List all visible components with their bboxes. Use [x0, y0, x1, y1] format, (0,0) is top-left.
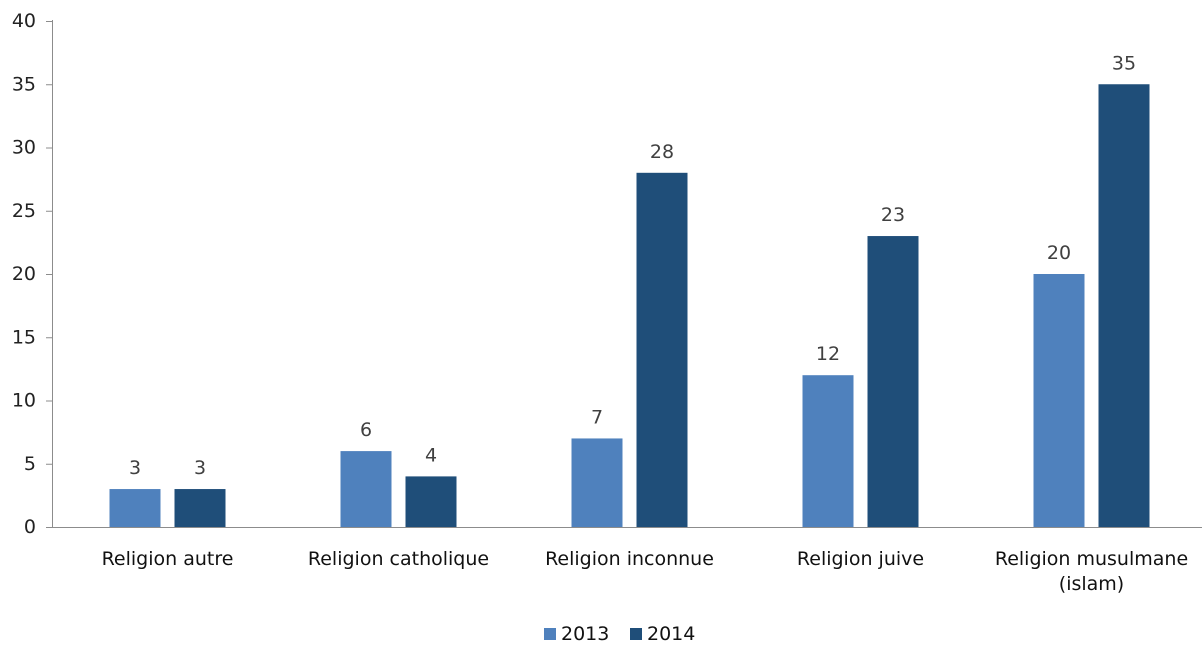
y-tick-label: 30 — [12, 137, 36, 159]
y-tick-label: 40 — [12, 10, 36, 32]
y-axis: 0 5 10 15 20 25 30 35 40 — [12, 10, 53, 538]
bar-2014-2 — [636, 172, 688, 528]
data-label: 28 — [650, 141, 674, 163]
legend-item-2014: 2014 — [630, 623, 695, 645]
data-label: 20 — [1047, 242, 1071, 264]
bar-2013-1 — [340, 451, 392, 527]
data-label: 3 — [129, 457, 141, 479]
legend-label: 2014 — [647, 623, 695, 645]
data-label: 23 — [881, 204, 905, 226]
bar-2014-3 — [867, 236, 919, 528]
legend-label: 2013 — [561, 623, 609, 645]
bars — [109, 84, 1150, 528]
bar-2014-4 — [1098, 84, 1150, 527]
legend-swatch — [544, 628, 556, 640]
x-category-label: Religion musulmane (islam) — [995, 548, 1188, 595]
bar-2013-4 — [1033, 274, 1085, 527]
data-label: 12 — [816, 343, 840, 365]
y-tick-label: 15 — [12, 326, 36, 348]
x-category-label: Religion autre — [102, 548, 234, 570]
data-label: 6 — [360, 419, 372, 441]
x-category-label: Religion inconnue — [545, 548, 714, 570]
data-label: 35 — [1112, 52, 1136, 74]
bar-2013-3 — [802, 375, 854, 527]
x-category-label: Religion catholique — [308, 548, 489, 570]
y-tick-label: 0 — [24, 516, 36, 538]
legend-swatch — [630, 628, 642, 640]
category-labels: Religion autre Religion catholique Religio… — [102, 548, 1189, 595]
y-tick-label: 10 — [12, 390, 36, 412]
y-tick-label: 25 — [12, 200, 36, 222]
x-category-label: Religion juive — [797, 548, 924, 570]
bar-2014-1 — [405, 476, 457, 527]
bar-2013-0 — [109, 489, 161, 527]
data-labels: 3 3 6 4 7 28 12 23 20 35 — [129, 52, 1136, 479]
y-tick-label: 20 — [12, 263, 36, 285]
data-label: 7 — [591, 406, 603, 428]
y-tick-label: 35 — [12, 73, 36, 95]
legend: 2013 2014 — [544, 623, 695, 645]
bar-2013-2 — [571, 438, 623, 527]
data-label: 4 — [425, 444, 437, 466]
data-label: 3 — [194, 457, 206, 479]
legend-item-2013: 2013 — [544, 623, 609, 645]
y-tick-label: 5 — [24, 453, 36, 475]
bar-2014-0 — [174, 489, 226, 527]
